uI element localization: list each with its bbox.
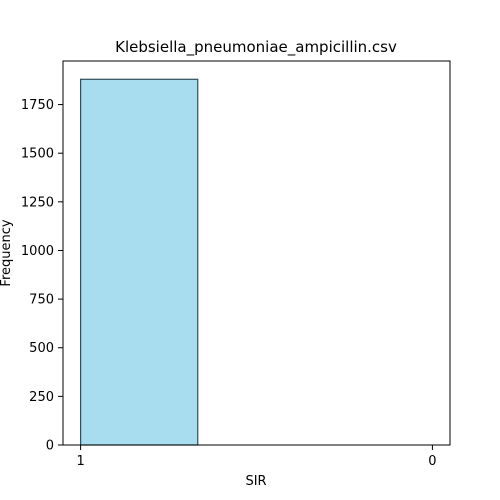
y-tick-label-5: 1250	[21, 195, 54, 210]
y-tick-label-1: 250	[29, 390, 54, 405]
y-tick-label-7: 1750	[21, 98, 54, 113]
y-axis-label: Frequency	[0, 219, 14, 286]
x-axis-label: SIR	[245, 474, 266, 489]
x-tick-label-0: 1	[76, 454, 84, 469]
y-tick-label-6: 1500	[21, 147, 54, 162]
plot-frame	[62, 60, 451, 446]
y-tick-label-4: 1000	[21, 244, 54, 259]
y-tick-label-2: 500	[29, 341, 54, 356]
plot-area	[62, 60, 451, 446]
y-tick-label-3: 750	[29, 293, 54, 308]
y-tick-label-0: 0	[46, 439, 54, 454]
x-tick-label-1: 0	[428, 454, 436, 469]
y-axis: 0 250 500 750 1000 1250 1500 1750	[21, 98, 63, 454]
chart-title: Klebsiella_pneumoniae_ampicillin.csv	[115, 38, 397, 57]
histogram-bar-0	[79, 78, 199, 446]
